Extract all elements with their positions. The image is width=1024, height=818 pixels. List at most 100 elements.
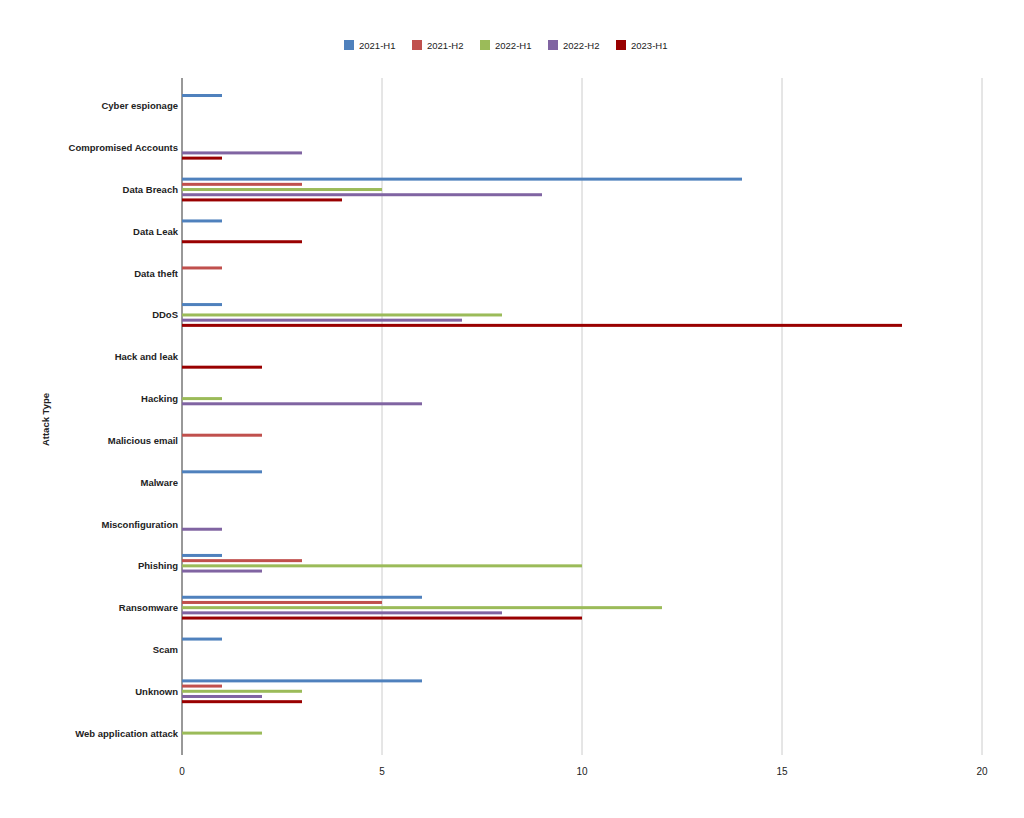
axis-title: Attack Type — [40, 393, 51, 446]
category-label: Ransomware — [119, 602, 178, 613]
bar — [182, 99, 183, 102]
bar — [182, 434, 262, 437]
bar — [182, 512, 183, 515]
tick-label: 10 — [576, 766, 588, 777]
category-label: Misconfiguration — [101, 519, 178, 530]
bar — [182, 151, 302, 154]
bar — [182, 360, 183, 363]
bar — [182, 397, 222, 400]
category-label: Compromised Accounts — [69, 142, 178, 153]
bar — [182, 240, 302, 243]
category-label: Data Breach — [123, 184, 179, 195]
bar — [182, 643, 183, 646]
bar — [182, 115, 183, 118]
bar — [182, 94, 222, 97]
bar — [182, 193, 542, 196]
bar — [182, 575, 183, 578]
bar — [182, 110, 183, 113]
bar — [182, 601, 382, 604]
grid-line — [982, 78, 983, 755]
bar — [182, 611, 502, 614]
bar — [182, 313, 502, 316]
bar — [182, 732, 262, 735]
bar — [182, 235, 183, 238]
bar — [182, 407, 183, 410]
bar — [182, 470, 262, 473]
bar — [182, 178, 742, 181]
category-label: DDoS — [152, 309, 178, 320]
category-label: Data theft — [134, 268, 179, 279]
bar — [182, 282, 183, 285]
bar — [182, 355, 183, 358]
bar — [182, 266, 222, 269]
bar — [182, 658, 183, 661]
legend-label: 2022-H2 — [563, 40, 599, 51]
bar — [182, 345, 183, 348]
bars — [182, 94, 902, 735]
bar — [182, 350, 183, 353]
bar — [182, 721, 183, 724]
bar — [182, 272, 183, 275]
bar — [182, 685, 222, 688]
bar — [182, 523, 183, 526]
bar — [182, 617, 582, 620]
bar — [182, 533, 183, 536]
bar — [182, 319, 462, 322]
bar — [182, 517, 183, 520]
category-label: Scam — [153, 644, 178, 655]
bar — [182, 726, 183, 729]
bar — [182, 387, 183, 390]
bar — [182, 146, 183, 149]
category-label: Phishing — [138, 560, 178, 571]
legend-swatch — [480, 40, 490, 50]
bar — [182, 366, 262, 369]
bar — [182, 444, 183, 447]
bar — [182, 653, 183, 656]
bar — [182, 104, 183, 107]
category-label: Unknown — [135, 686, 178, 697]
category-label: Hack and leak — [115, 351, 179, 362]
bar — [182, 439, 183, 442]
bar — [182, 188, 382, 191]
legend-swatch — [344, 40, 354, 50]
tick-label: 5 — [379, 766, 385, 777]
bar — [182, 559, 302, 562]
category-label: Data Leak — [133, 226, 179, 237]
category-label: Malicious email — [108, 435, 178, 446]
bar — [182, 308, 183, 311]
bar — [182, 606, 662, 609]
bar — [182, 690, 302, 693]
bar — [182, 695, 262, 698]
bar — [182, 528, 222, 531]
legend-label: 2022-H1 — [495, 40, 531, 51]
legend-swatch — [412, 40, 422, 50]
bar — [182, 564, 582, 567]
tick-label: 15 — [776, 766, 788, 777]
bar — [182, 638, 222, 641]
bar — [182, 596, 422, 599]
legend-label: 2021-H2 — [427, 40, 463, 51]
bar — [182, 303, 222, 306]
bar — [182, 183, 302, 186]
bar — [182, 486, 183, 489]
tick-label: 20 — [976, 766, 988, 777]
bar — [182, 261, 183, 264]
bar — [182, 157, 222, 160]
bar — [182, 648, 183, 651]
bar — [182, 449, 183, 452]
grid-line — [782, 78, 783, 755]
legend: 2021-H12021-H22022-H12022-H22023-H1 — [344, 40, 667, 51]
bar — [182, 481, 183, 484]
bar — [182, 277, 183, 280]
bar — [182, 429, 183, 432]
category-label: Web application attack — [75, 728, 178, 739]
bar — [182, 679, 422, 682]
category-label: Hacking — [141, 393, 178, 404]
legend-swatch — [616, 40, 626, 50]
bar — [182, 136, 183, 139]
legend-swatch — [548, 40, 558, 50]
bar — [182, 225, 183, 228]
bar — [182, 554, 222, 557]
bar — [182, 476, 183, 479]
bar — [182, 402, 422, 405]
